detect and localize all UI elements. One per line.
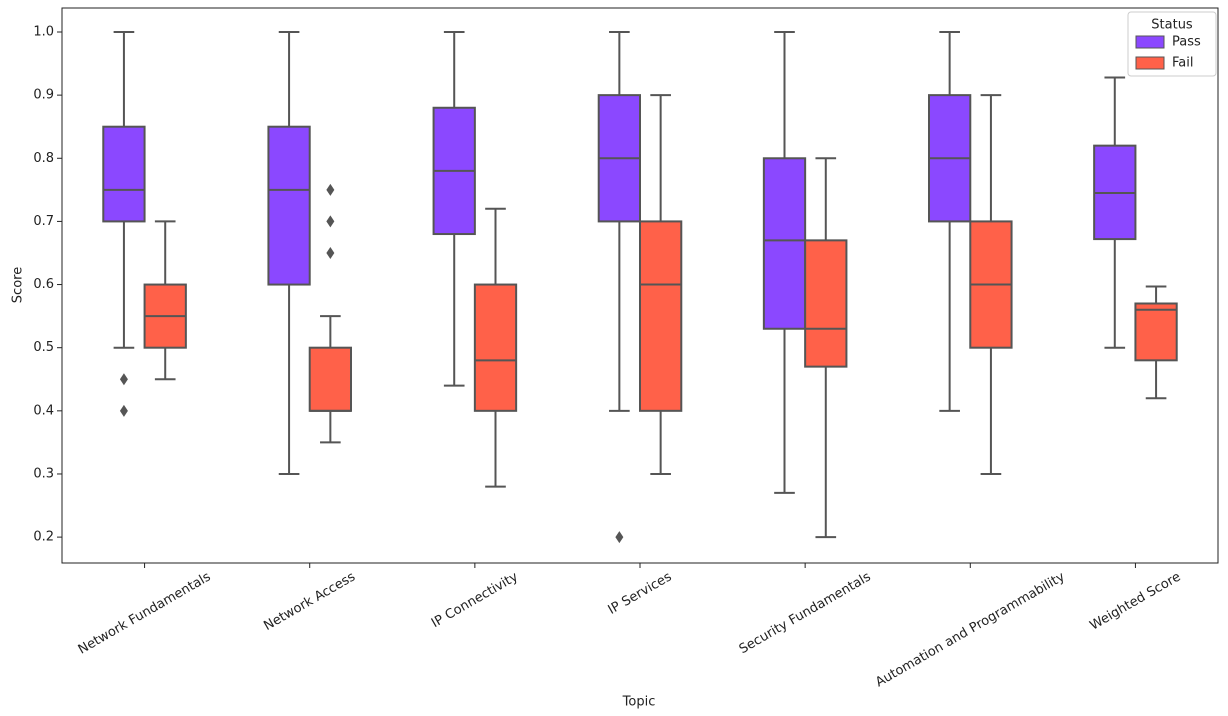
box bbox=[308, 346, 353, 412]
legend-title: Status bbox=[1151, 18, 1193, 33]
box bbox=[267, 125, 311, 286]
x-tick-label: IP Connectivity bbox=[429, 569, 521, 631]
y-tick-label: 0.5 bbox=[33, 340, 54, 355]
y-tick-label: 0.2 bbox=[33, 530, 54, 545]
box bbox=[1134, 302, 1178, 362]
y-tick-label: 0.8 bbox=[33, 151, 54, 166]
legend-swatch bbox=[1135, 35, 1165, 49]
outlier bbox=[326, 246, 335, 259]
legend-label: Pass bbox=[1172, 35, 1201, 50]
outlier bbox=[119, 373, 128, 386]
box bbox=[804, 239, 848, 368]
box bbox=[473, 283, 518, 412]
x-tick-label: IP Services bbox=[606, 569, 675, 617]
y-tick-label: 0.9 bbox=[33, 88, 54, 103]
box bbox=[102, 125, 146, 223]
y-tick-label: 0.4 bbox=[33, 403, 54, 418]
outlier bbox=[615, 531, 624, 544]
legend-label: Fail bbox=[1172, 56, 1193, 71]
y-tick-label: 0.3 bbox=[33, 466, 54, 481]
y-tick-label: 1.0 bbox=[33, 24, 54, 39]
legend-swatch bbox=[1135, 56, 1165, 70]
outlier bbox=[326, 215, 335, 228]
outlier bbox=[326, 183, 335, 196]
x-tick-label: Automation and Programmability bbox=[873, 569, 1068, 690]
outlier bbox=[119, 404, 128, 417]
y-tick-label: 0.7 bbox=[33, 214, 54, 229]
x-tick-label: Network Access bbox=[261, 569, 358, 634]
x-axis-label: Topic bbox=[622, 695, 656, 710]
y-axis-label: Score bbox=[11, 267, 26, 303]
y-tick-label: 0.6 bbox=[33, 277, 54, 292]
box bbox=[639, 220, 683, 412]
box bbox=[762, 157, 807, 330]
x-tick-label: Network Fundamentals bbox=[76, 569, 214, 657]
x-tick-label: Security Fundamentals bbox=[737, 569, 874, 657]
x-tick-label: Weighted Score bbox=[1087, 570, 1183, 634]
